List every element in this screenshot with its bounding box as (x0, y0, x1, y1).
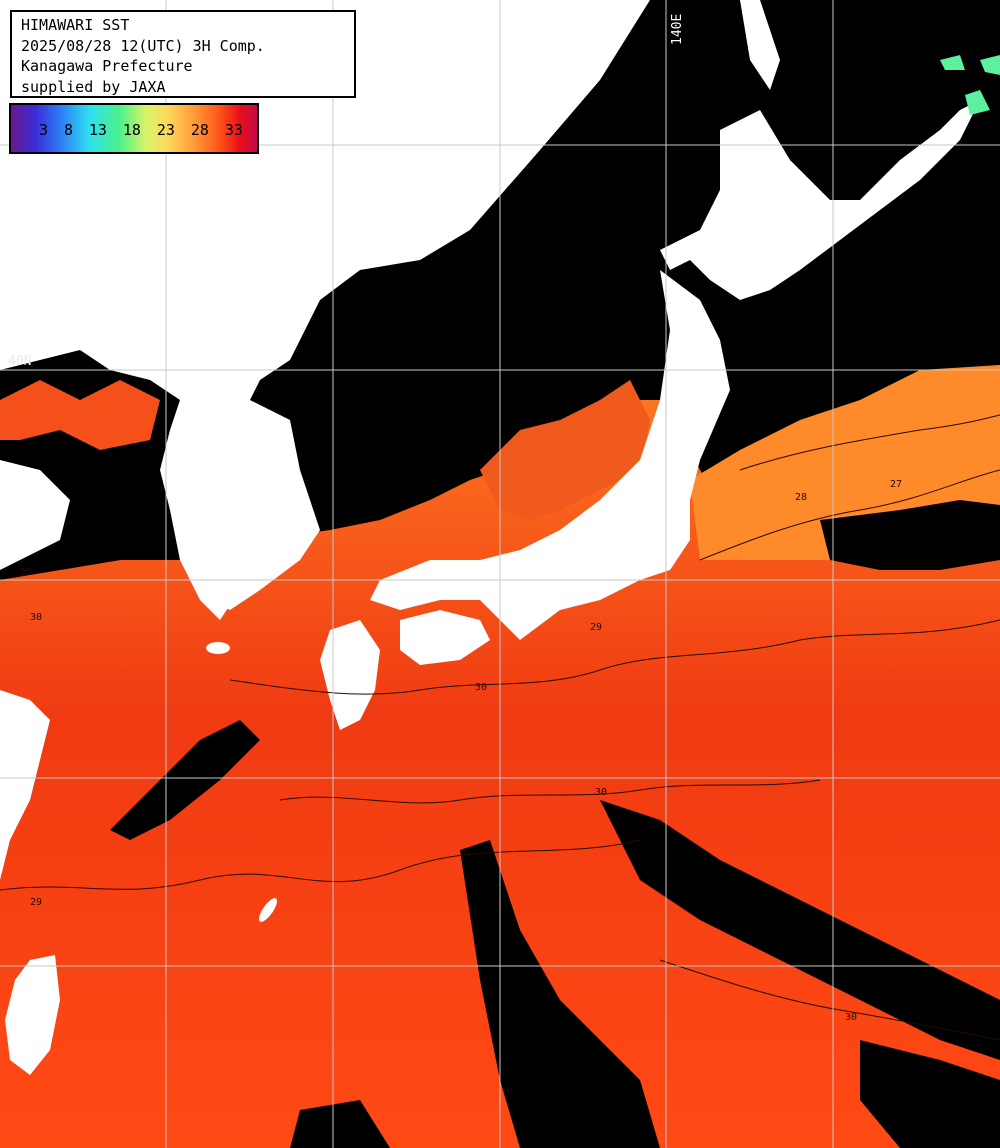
scale-label-23: 23 (156, 121, 175, 139)
land-honshu (370, 270, 730, 640)
contour-label-27: 27 (890, 479, 902, 490)
contour-value-labels: 29 30 29 30 30 29 28 27 30 (20, 479, 902, 1023)
land-asia-mainland (0, 0, 650, 620)
contour-label-29: 29 (30, 897, 42, 908)
scale-label-18: 18 (122, 121, 141, 139)
contour-label-30: 30 (845, 1012, 857, 1023)
info-datetime: 2025/08/28 12(UTC) 3H Comp. (21, 36, 265, 55)
sea-surface-japan-sea (480, 380, 650, 520)
info-title: HIMAWARI SST (21, 16, 130, 34)
contour-line-29-south (0, 839, 641, 891)
cloud-patch-south-east (860, 1040, 1000, 1148)
scale-label-8: 8 (63, 121, 73, 139)
contour-line-30-southeast (659, 959, 1000, 1041)
land-china-coast (0, 460, 70, 880)
sea-surface-north-patch (0, 380, 160, 450)
contour-label-29: 29 (590, 622, 602, 633)
contour-label-30: 30 (475, 682, 487, 693)
land-jeju-island (206, 642, 230, 654)
info-region: Kanagawa Prefecture (21, 57, 193, 75)
contour-label-30: 30 (30, 612, 42, 623)
contour-label-29: 29 (20, 567, 32, 578)
sst-contour-lines (0, 414, 1000, 1041)
land-kyushu (320, 620, 380, 730)
scale-label-28: 28 (190, 121, 209, 139)
cloud-streak-east (820, 500, 1000, 570)
land-okinawa-island (258, 898, 278, 922)
land-taiwan (5, 955, 60, 1075)
contour-line-27-east (739, 414, 1000, 471)
contour-line-30-central (229, 619, 1000, 695)
cloud-streak-central (460, 840, 660, 1148)
scale-label-33: 33 (224, 121, 243, 139)
cloud-streak-east-china-sea (110, 720, 260, 840)
info-box: HIMAWARI SST 2025/08/28 12(UTC) 3H Comp.… (10, 10, 356, 98)
land-shikoku (400, 610, 490, 665)
longitude-label: 140E (670, 13, 685, 45)
contour-line-28-east (699, 469, 1000, 561)
contour-label-30: 30 (595, 787, 607, 798)
scale-label-13: 13 (88, 121, 107, 139)
land-korean-peninsula (170, 400, 310, 610)
color-scale-labels: 3 8 13 18 23 28 33 (11, 121, 257, 139)
contour-label-28: 28 (795, 492, 807, 503)
latitude-label: 40N (8, 354, 32, 369)
cloud-streak-southeast (600, 800, 1000, 1060)
land-kuril-patch (940, 55, 1000, 115)
cloud-patch-bottom-center (290, 1100, 390, 1148)
info-credit: supplied by JAXA (21, 77, 166, 96)
temperature-color-scale: 3 8 13 18 23 28 33 (9, 103, 259, 154)
land-hokkaido (660, 100, 980, 300)
contour-line-30-south (279, 779, 821, 804)
scale-label-3: 3 (38, 121, 48, 139)
